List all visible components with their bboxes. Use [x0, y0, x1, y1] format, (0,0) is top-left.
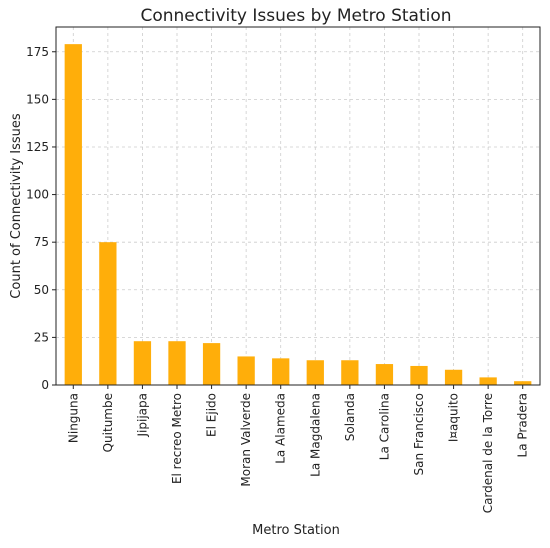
x-tick-label: Ninguna [66, 393, 80, 443]
bar [444, 369, 463, 385]
x-tick-label: Solanda [343, 393, 357, 441]
y-axis-label: Count of Connectivity Issues [9, 113, 24, 299]
bar [202, 343, 221, 385]
x-tick-label: Cardenal de la Torre [481, 393, 495, 513]
y-tick-label: 75 [34, 235, 49, 249]
x-tick-label: San Francisco [412, 393, 426, 475]
bar [133, 341, 152, 385]
x-tick-label: Jipijapa [135, 393, 149, 437]
y-tick-label: 0 [41, 378, 49, 392]
bar [168, 341, 186, 385]
x-tick-label: Quitumbe [101, 393, 115, 452]
bar [99, 242, 117, 385]
x-tick-label: El Ejido [205, 393, 219, 437]
bar [306, 360, 324, 385]
grid-lines [56, 27, 540, 386]
x-tick-label: El recreo Metro [170, 393, 184, 484]
y-tick-label: 175 [26, 45, 49, 59]
bar [479, 377, 497, 385]
bar [514, 381, 532, 385]
x-tick-label: La Carolina [377, 393, 391, 460]
bar [64, 44, 82, 385]
x-tick-label: La Pradera [516, 393, 530, 457]
y-tick-label: 150 [26, 92, 49, 106]
y-tick-label: 100 [26, 188, 49, 202]
bar [375, 364, 394, 385]
bar [341, 360, 359, 385]
x-tick-label: La Magdalena [308, 393, 322, 477]
axes: 0 25 50 75 100 125 150 175 Ninguna Quitumbe Jipija… [26, 26, 541, 513]
bar [272, 358, 290, 385]
y-tick-label: 50 [34, 283, 49, 297]
x-tick-label: I¤aquito [447, 393, 461, 442]
plot-frame [55, 26, 541, 386]
bars [64, 44, 532, 385]
x-tick-label: Moran Valverde [239, 393, 253, 487]
y-tick-label: 25 [34, 330, 49, 344]
x-tick-label: La Alameda [274, 393, 288, 464]
bar [410, 365, 428, 385]
y-tick-label: 125 [26, 140, 49, 154]
x-axis-label: Metro Station [252, 523, 340, 538]
chart-title: Connectivity Issues by Metro Station [140, 6, 451, 26]
bar [237, 356, 255, 385]
